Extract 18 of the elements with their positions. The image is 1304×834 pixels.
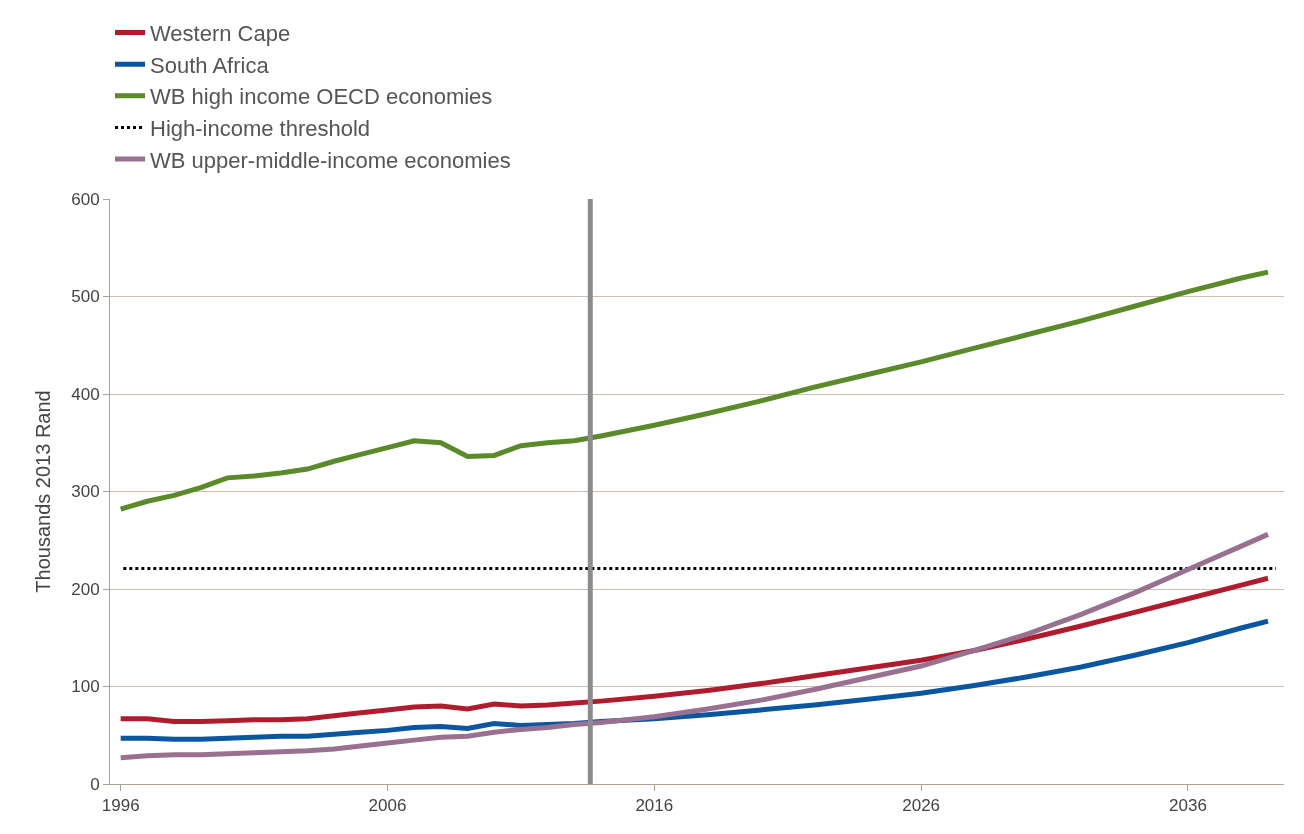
y-axis-title: Thousands 2013 Rand (31, 390, 54, 593)
y-tick-label: 200 (71, 579, 100, 599)
legend-label: High-income threshold (150, 115, 371, 141)
y-tick-label: 400 (71, 384, 100, 404)
legend-label: WB upper-middle-income economies (150, 147, 511, 173)
x-tick-label: 2026 (902, 796, 941, 816)
legend-label: South Africa (150, 52, 270, 78)
legend-label: WB high income OECD economies (150, 84, 493, 110)
x-tick-label: 1996 (101, 796, 140, 816)
y-tick-label: 500 (71, 287, 100, 307)
y-tick-label: 300 (71, 482, 100, 502)
legend-label: Western Cape (150, 21, 291, 47)
x-tick-label: 2006 (368, 796, 407, 816)
x-tick-label: 2016 (635, 796, 674, 816)
y-tick-label: 100 (71, 677, 100, 697)
y-tick-label: 0 (90, 774, 100, 794)
y-tick-label: 600 (71, 189, 100, 209)
x-tick-label: 2036 (1169, 796, 1207, 816)
